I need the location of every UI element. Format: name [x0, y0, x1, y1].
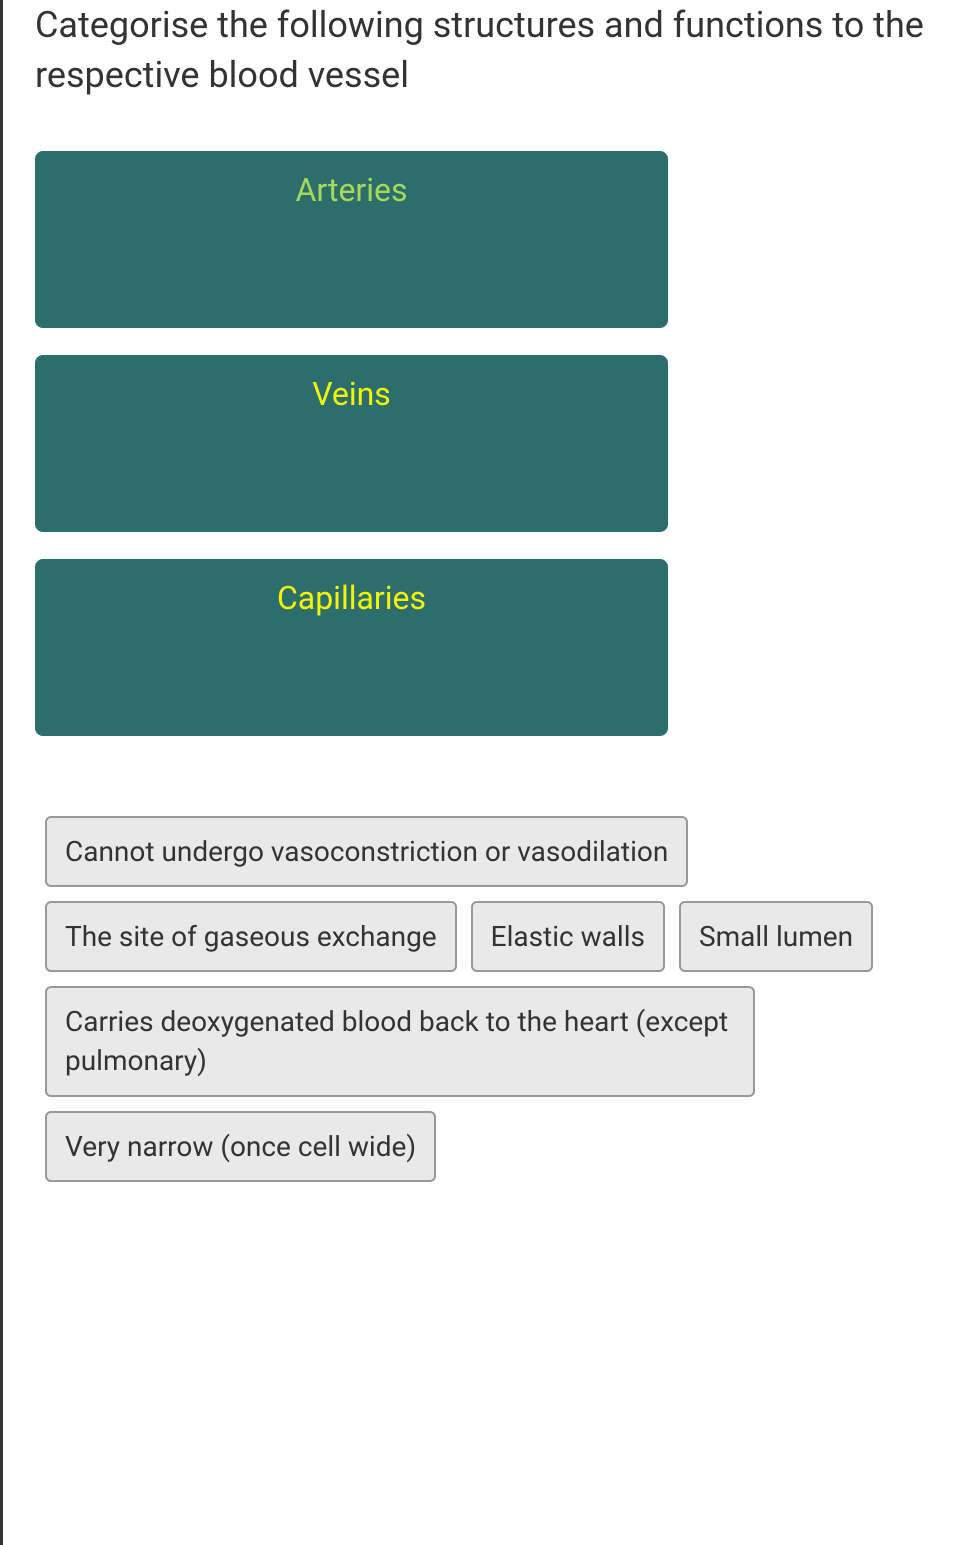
draggable-item[interactable]: Small lumen: [679, 901, 873, 972]
drop-zone-capillaries[interactable]: Capillaries: [35, 559, 668, 736]
draggable-items-container: Cannot undergo vasoconstriction or vasod…: [35, 816, 934, 1182]
drop-zone-label: Veins: [35, 375, 668, 413]
draggable-item[interactable]: Elastic walls: [471, 901, 665, 972]
quiz-container: Categorise the following structures and …: [3, 0, 966, 1202]
drop-zones-container: Arteries Veins Capillaries: [35, 151, 934, 736]
drop-zone-veins[interactable]: Veins: [35, 355, 668, 532]
drop-zone-label: Capillaries: [35, 579, 668, 617]
question-text: Categorise the following structures and …: [35, 0, 934, 101]
drop-zone-label: Arteries: [35, 171, 668, 209]
draggable-item[interactable]: Very narrow (once cell wide): [45, 1111, 436, 1182]
drop-zone-arteries[interactable]: Arteries: [35, 151, 668, 328]
draggable-item[interactable]: Carries deoxygenated blood back to the h…: [45, 986, 755, 1096]
draggable-item[interactable]: Cannot undergo vasoconstriction or vasod…: [45, 816, 688, 887]
draggable-item[interactable]: The site of gaseous exchange: [45, 901, 457, 972]
